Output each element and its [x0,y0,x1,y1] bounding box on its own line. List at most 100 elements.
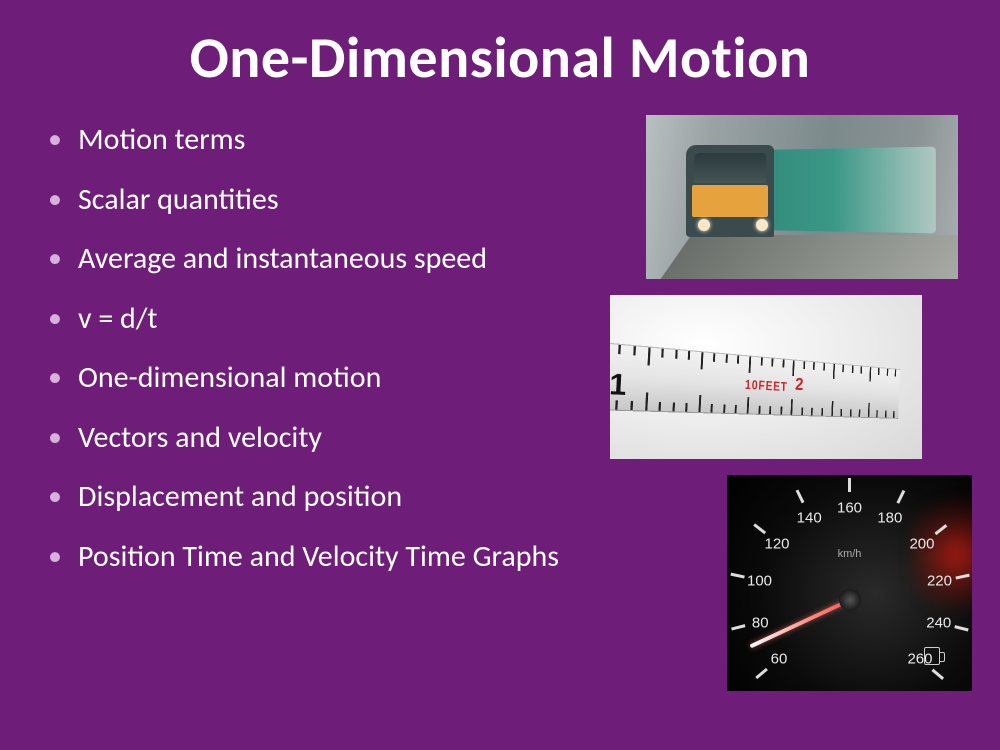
ruler-tick [659,402,662,411]
slide-content: Motion terms Scalar quantities Average a… [0,111,1000,671]
ruler-tick [688,351,690,360]
dial-number: 180 [877,509,902,526]
bullet-list: Motion terms Scalar quantities Average a… [40,117,602,580]
speedometer-hub [839,589,861,611]
dial-number: 60 [771,651,788,668]
dial-tick [752,524,765,535]
ruler-tick [792,360,794,376]
list-item: Displacement and position [40,474,602,521]
ruler-tick [630,401,633,410]
fuel-icon [924,647,940,665]
ruler-tick [661,349,664,358]
ruler-tick [758,406,760,414]
ruler-tick [878,368,880,375]
ruler-tick [675,350,678,359]
train-headlight-icon [756,219,768,231]
image-column: 1 10FEET 2 60801001201401601802002202402… [622,111,972,671]
list-item: v = d/t [40,296,602,343]
ruler-tick [782,359,784,367]
ruler-tick [672,402,675,411]
dial-tick [731,625,745,631]
ruler-tick [737,355,739,363]
dial-number: 120 [764,535,789,552]
train-image [646,115,958,279]
dial-number: 240 [926,614,951,631]
dial-number: 200 [909,535,934,552]
ruler-tick [850,409,852,416]
dial-tick [954,625,968,631]
ruler-tick [723,404,725,412]
ruler-tick [645,392,648,410]
ruler-tick [893,411,895,418]
dial-tick [730,573,744,579]
ruler-tick [831,401,833,416]
ruler-tick [861,366,863,373]
dial-number: 220 [927,573,952,590]
ruler-tick [895,369,897,376]
ruler-tick [840,409,842,416]
ruler-tick [813,362,815,370]
speedometer-image: 6080100120140160180200220240260 km/h [727,475,972,691]
train-headlight-icon [698,219,710,231]
speedometer-unit-label: km/h [838,548,862,560]
ruler-feet-label: 10FEET [745,377,788,395]
dial-tick [931,669,944,680]
ruler-tick [725,354,727,362]
dial-number: 160 [837,500,862,517]
ruler-tick [852,366,854,373]
ruler-tick [842,365,844,372]
list-item: Position Time and Velocity Time Graphs [40,534,602,581]
ruler-tick [823,363,825,371]
dial-tick [755,669,768,680]
ruler-tick [735,405,737,413]
list-item: Average and instantaneous speed [40,236,602,283]
dial-number: 140 [797,509,822,526]
list-item: One-dimensional motion [40,355,602,402]
ruler-tick [647,347,650,365]
bullet-list-container: Motion terms Scalar quantities Average a… [40,111,622,671]
dial-tick [848,478,851,492]
ruler-tick [868,403,870,417]
dial-tick [934,524,947,535]
ruler-tick [771,358,773,366]
ruler-red-number: 2 [795,374,804,395]
ruler-big-number: 1 [610,366,627,403]
dial-number: 100 [747,573,772,590]
ruler-tick [760,357,762,365]
dial-number: 80 [752,614,769,631]
list-item: Scalar quantities [40,177,602,224]
ruler-tick [769,406,771,414]
ruler-tick [749,356,752,372]
ruler-tick [801,407,803,415]
ruler-ticks-bottom [610,389,899,418]
ruler-tick [859,410,861,417]
ruler-image: 1 10FEET 2 [610,295,922,459]
ruler-tick [876,410,878,417]
ruler-tick [713,353,715,362]
ruler-tick [747,397,750,413]
list-item: Motion terms [40,117,602,164]
ruler-tick [791,399,793,415]
slide-title: One-Dimensional Motion [0,0,1000,111]
ruler-tick [685,403,688,412]
ruler-tick [619,345,622,354]
ruler-tick [700,352,703,369]
ruler-tick [869,367,871,381]
dial-tick [795,490,804,504]
ruler-tick [780,407,782,415]
ruler-tick [633,346,636,355]
train-windshield [694,153,766,183]
dial-tick [955,573,969,579]
ruler-strip: 1 10FEET 2 [610,340,900,418]
train-track [661,235,958,279]
list-item: Vectors and velocity [40,415,602,462]
ruler-tick [887,369,889,376]
ruler-tick [885,411,887,418]
ruler-tick [803,361,805,369]
ruler-tick [711,404,713,413]
ruler-tick [698,395,701,412]
ruler-tick [833,364,835,379]
ruler-tick [811,408,813,416]
ruler-tick [821,408,823,416]
dial-tick [895,490,904,504]
